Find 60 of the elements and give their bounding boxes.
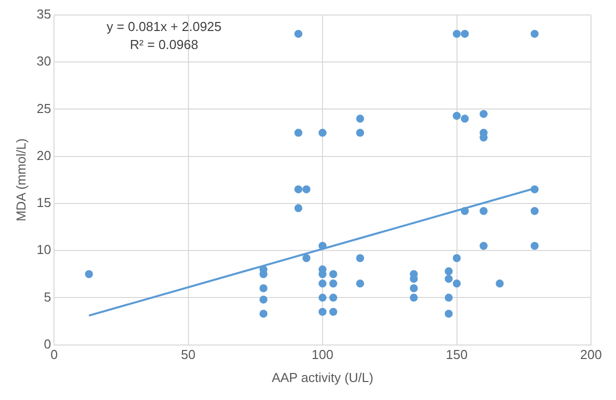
point	[460, 114, 469, 123]
annotation: R² = 0.0968	[130, 37, 198, 52]
point	[410, 294, 418, 302]
point	[444, 274, 453, 283]
point	[496, 280, 504, 288]
point	[318, 308, 327, 316]
y-tick-label: 15	[36, 195, 52, 210]
point	[329, 294, 338, 302]
point	[356, 114, 364, 123]
point	[294, 185, 302, 194]
point	[294, 30, 302, 38]
point	[259, 310, 268, 318]
point	[259, 284, 268, 292]
point	[530, 242, 539, 250]
point	[444, 310, 453, 318]
y-tick-label: 0	[44, 336, 52, 352]
point	[318, 294, 327, 302]
point	[444, 267, 453, 276]
point	[480, 242, 488, 250]
point	[444, 294, 453, 302]
x-tick-label: 100	[312, 347, 334, 362]
point	[318, 242, 327, 250]
y-tick-label: 25	[36, 100, 52, 116]
x-tick-label: 50	[181, 347, 196, 362]
y-tick-label: 5	[44, 289, 52, 304]
x-tick-label: 150	[446, 347, 468, 362]
point	[302, 254, 310, 262]
point	[318, 128, 327, 137]
point	[318, 280, 327, 288]
point	[294, 204, 302, 212]
point	[329, 308, 338, 316]
point	[294, 128, 302, 137]
point	[84, 270, 93, 278]
point	[410, 284, 418, 292]
point	[530, 206, 539, 215]
point	[480, 110, 488, 118]
y-tick-label: 35	[36, 6, 52, 22]
point	[356, 280, 364, 288]
point	[302, 185, 310, 194]
point	[452, 112, 461, 120]
point	[259, 296, 268, 304]
point	[356, 128, 364, 137]
point	[530, 30, 539, 38]
y-tick-label: 10	[36, 242, 52, 258]
point	[329, 270, 338, 278]
point	[480, 206, 488, 215]
point	[460, 206, 469, 215]
point	[530, 185, 539, 194]
point	[452, 280, 461, 288]
point	[452, 254, 461, 262]
annotation: y = 0.081x + 2.0925	[106, 19, 222, 34]
y-tick-label: 20	[36, 148, 52, 163]
x-axis-title: AAP activity (U/L)	[272, 370, 374, 385]
y-axis-title: MDA (mmol/L)	[13, 138, 28, 222]
point	[452, 30, 461, 38]
y-tick-label: 30	[36, 54, 52, 69]
point	[460, 30, 469, 38]
point	[356, 254, 364, 262]
point	[329, 280, 338, 288]
x-tick-label: 200	[580, 347, 602, 362]
